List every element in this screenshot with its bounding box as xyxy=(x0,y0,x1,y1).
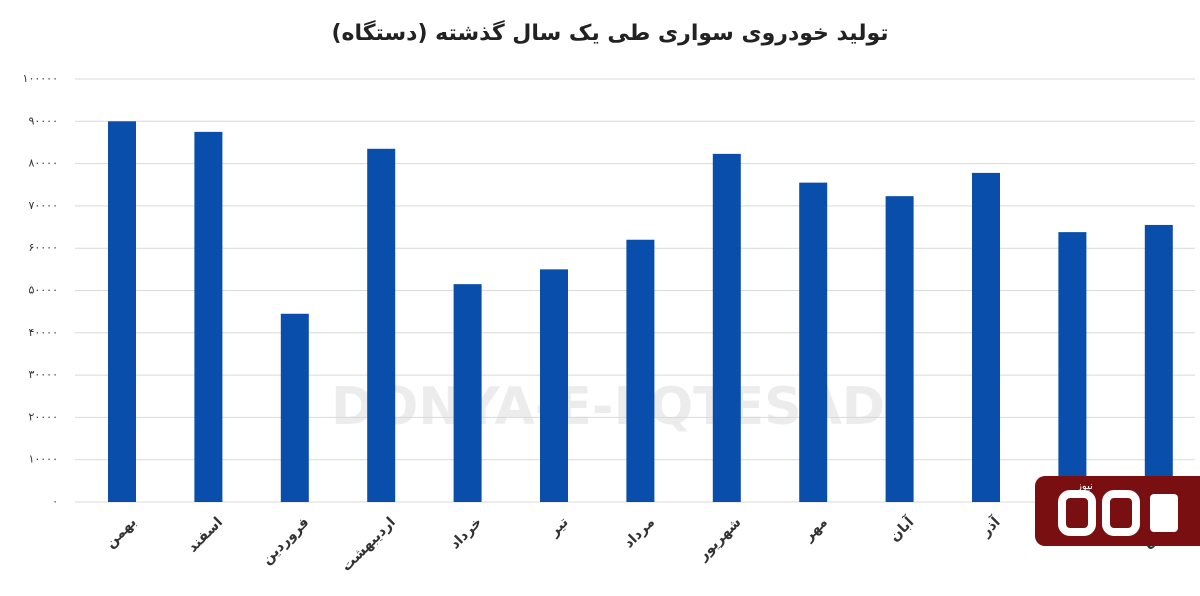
bar xyxy=(885,196,914,502)
bar xyxy=(367,148,396,503)
y-tick-label: ۰ xyxy=(52,495,58,508)
bar xyxy=(1144,224,1173,502)
y-tick-label: ۹۰۰۰۰ xyxy=(28,114,58,127)
bar xyxy=(1058,232,1087,502)
y-tick-label: ۱۰۰۰۰۰ xyxy=(23,72,58,85)
y-tick-label: ۸۰۰۰۰ xyxy=(28,157,58,170)
chart-title: تولید خودروی سواری طی یک سال گذشته (دستگ… xyxy=(331,19,888,46)
bar xyxy=(108,121,136,503)
bar xyxy=(280,313,309,502)
logo-glyph xyxy=(1058,490,1096,536)
bar xyxy=(453,284,482,502)
logo: نیوز xyxy=(1035,476,1200,546)
bar xyxy=(540,269,568,502)
bar xyxy=(972,172,1000,502)
logo-glyph xyxy=(1102,490,1140,536)
y-tick-label: ۴۰۰۰۰ xyxy=(28,326,58,339)
y-tick-label: ۱۰۰۰۰ xyxy=(28,453,58,466)
watermark: DONYA-E-EQTESAD xyxy=(331,377,885,437)
bar xyxy=(194,131,223,502)
y-tick-label: ۶۰۰۰۰ xyxy=(28,241,58,254)
bar xyxy=(626,239,655,503)
bar xyxy=(799,182,828,502)
logo-text: نیوز xyxy=(1076,481,1093,492)
logo-glyph xyxy=(1150,494,1178,532)
y-tick-label: ۷۰۰۰۰ xyxy=(28,199,58,212)
y-tick-label: ۳۰۰۰۰ xyxy=(28,368,58,381)
bar xyxy=(712,153,741,502)
y-tick-label: ۲۰۰۰۰ xyxy=(28,410,58,423)
y-tick-label: ۵۰۰۰۰ xyxy=(28,284,58,297)
